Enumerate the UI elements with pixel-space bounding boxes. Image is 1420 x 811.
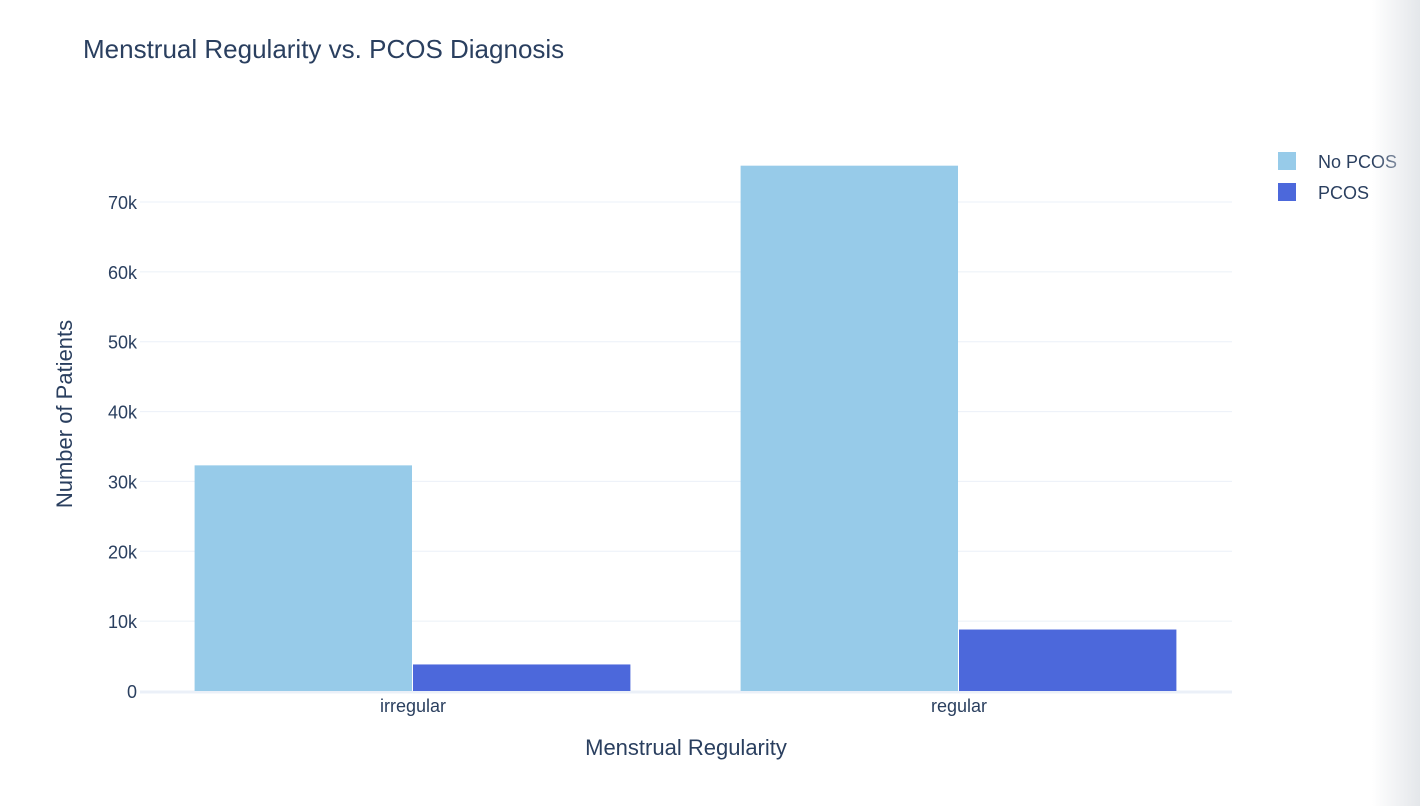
y-tick-label: 0 <box>127 682 137 702</box>
bar-pcos-irregular[interactable] <box>413 664 631 691</box>
y-tick-label: 20k <box>108 542 138 562</box>
y-tick-label: 70k <box>108 193 138 213</box>
chart-title: Menstrual Regularity vs. PCOS Diagnosis <box>83 34 564 64</box>
y-tick-label: 40k <box>108 403 138 423</box>
bar-no-pcos-irregular[interactable] <box>194 465 412 691</box>
legend-swatch[interactable] <box>1278 152 1296 170</box>
y-tick-label: 10k <box>108 612 138 632</box>
legend-label[interactable]: PCOS <box>1318 183 1369 203</box>
bar-pcos-regular[interactable] <box>959 629 1177 691</box>
x-axis-title: Menstrual Regularity <box>585 735 787 760</box>
legend-swatch[interactable] <box>1278 183 1296 201</box>
window-edge-shadow <box>1372 0 1420 806</box>
y-tick-label: 50k <box>108 333 138 353</box>
y-tick-label: 30k <box>108 472 138 492</box>
bar-no-pcos-regular[interactable] <box>740 165 958 691</box>
bars <box>194 165 1177 691</box>
y-axis-title: Number of Patients <box>52 320 77 508</box>
x-tick-label: irregular <box>380 696 446 716</box>
x-tick-label: regular <box>931 696 987 716</box>
y-tick-label: 60k <box>108 263 138 283</box>
y-axis-ticks: 0 10k 20k 30k 40k 50k 60k 70k <box>108 193 138 702</box>
x-axis-ticks: irregular regular <box>380 696 987 716</box>
